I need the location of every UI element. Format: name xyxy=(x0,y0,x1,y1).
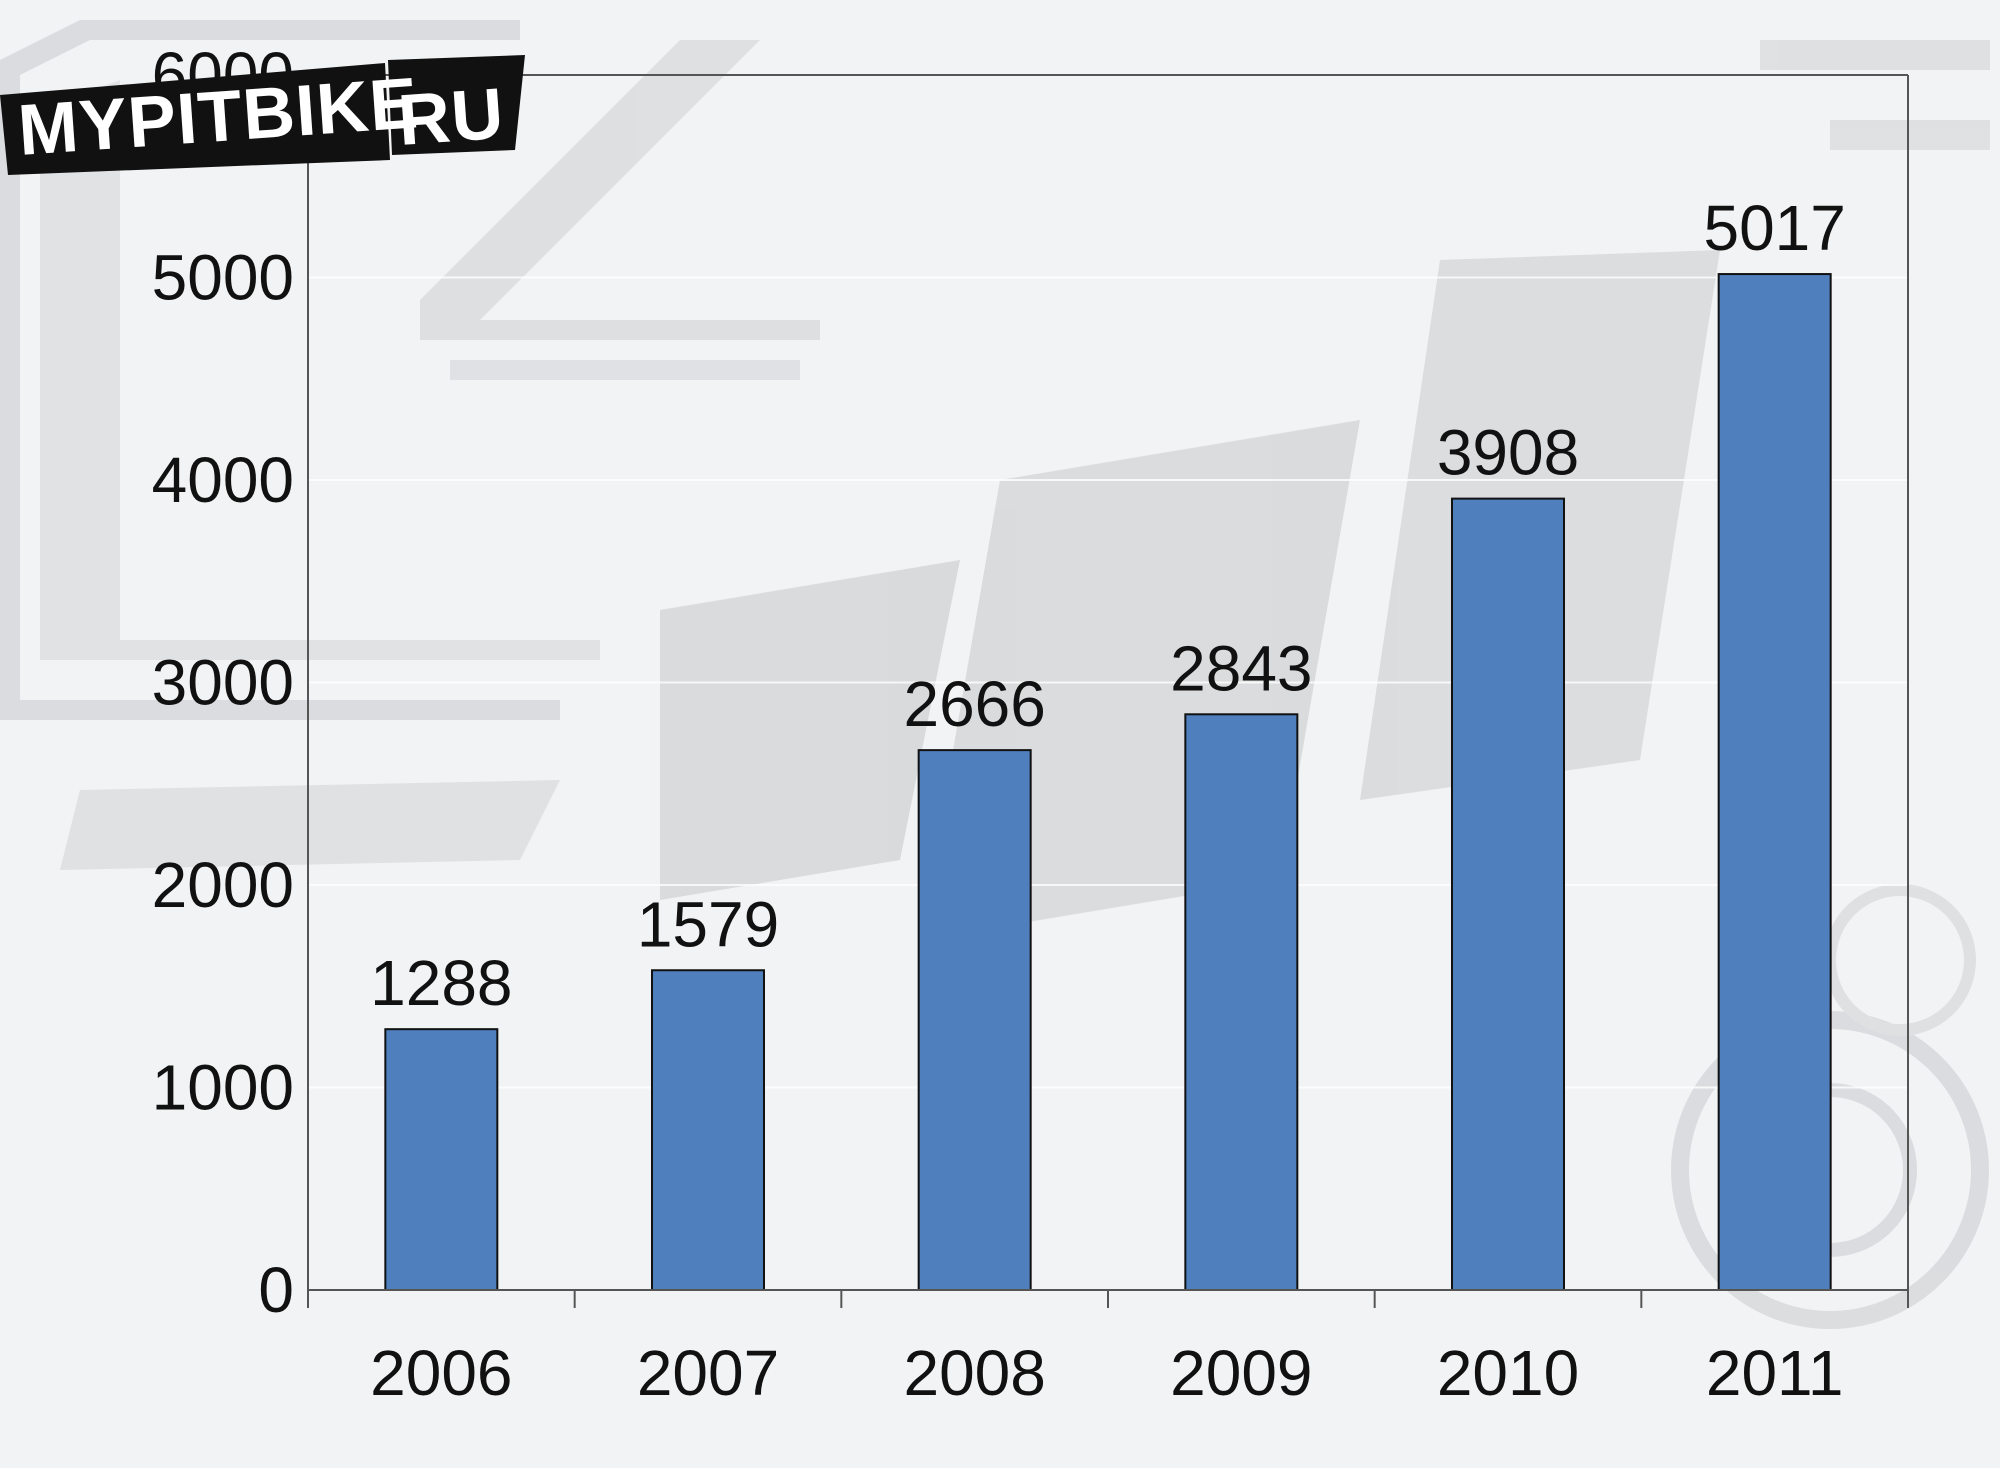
y-tick-label: 1000 xyxy=(152,1052,294,1124)
bar-2006 xyxy=(384,1028,499,1292)
x-axis-ticks: 2006 2007 2008 2009 2010 2011 xyxy=(370,1337,1843,1409)
y-tick-label: 5000 xyxy=(152,242,294,314)
bar-2008 xyxy=(917,749,1032,1291)
x-tick-label-2006: 2006 xyxy=(370,1337,512,1409)
bar-2010 xyxy=(1451,497,1565,1291)
x-tick-label-2009: 2009 xyxy=(1170,1337,1312,1409)
brand-logo-suffix: RU xyxy=(396,74,507,161)
data-labels: 1288 1579 2666 2843 3908 5017 xyxy=(370,192,1846,1019)
bar-series xyxy=(384,273,1832,1292)
bar-2009 xyxy=(1184,713,1299,1291)
y-tick-label: 3000 xyxy=(152,647,294,719)
y-tick-label: 4000 xyxy=(152,444,294,516)
data-label-2009: 2843 xyxy=(1170,632,1312,704)
data-label-2010: 3908 xyxy=(1437,417,1579,489)
bar-2007 xyxy=(651,969,765,1291)
data-label-2011: 5017 xyxy=(1703,192,1845,264)
data-label-2006: 1288 xyxy=(370,947,512,1019)
bar-2011 xyxy=(1717,273,1832,1291)
axes xyxy=(307,74,1909,1308)
y-tick-label: 0 xyxy=(258,1254,294,1326)
data-label-2007: 1579 xyxy=(637,888,779,960)
x-tick-label-2010: 2010 xyxy=(1437,1337,1579,1409)
data-label-2008: 2666 xyxy=(903,668,1045,740)
x-tick-label-2011: 2011 xyxy=(1706,1337,1844,1409)
x-tick-label-2008: 2008 xyxy=(903,1337,1045,1409)
brand-logo: MYPITBIKE RU xyxy=(0,55,525,175)
x-tick-label-2007: 2007 xyxy=(637,1337,779,1409)
y-tick-label: 2000 xyxy=(152,849,294,921)
